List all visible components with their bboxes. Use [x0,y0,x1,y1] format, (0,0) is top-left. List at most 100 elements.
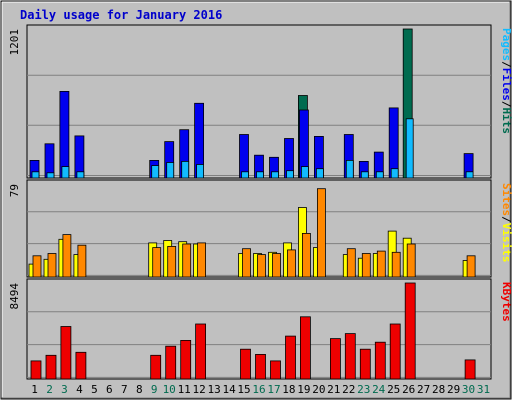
panel-kbytes: 8494 KBytes [8,278,512,380]
day-label-27: 27 [417,383,430,396]
day-label-17: 17 [267,383,280,396]
bar-pages-day-11 [181,160,190,179]
legend-entry-sites: Sites [500,183,512,216]
day-label-12: 12 [192,383,205,396]
bar-sites-day-12 [197,242,207,278]
bar-pages-day-9 [151,165,160,179]
bar-files-day-3 [59,91,70,179]
day-label-30: 30 [462,383,475,396]
bar-pages-day-20 [315,168,324,179]
bar-sites-day-9 [152,247,162,278]
day-label-21: 21 [327,383,340,396]
bar-kbytes-day-21 [329,338,341,380]
bar-sites-day-26 [406,243,416,278]
bar-kbytes-day-30 [464,359,476,380]
day-label-19: 19 [297,383,310,396]
day-label-9: 9 [151,383,158,396]
bar-kbytes-day-10 [165,345,177,380]
legend-entry-visits: Visits [500,223,512,263]
bar-sites-day-2 [47,253,57,278]
legend-entry-hits: Hits [500,108,512,135]
bar-pages-day-18 [286,170,294,179]
bar-sites-day-4 [77,244,87,278]
day-label-15: 15 [237,383,250,396]
legend-entry-pages: Pages [500,28,512,61]
bar-sites-day-24 [376,250,386,278]
panel-legend: Pages/Files/Hits [500,28,512,134]
day-label-29: 29 [447,383,460,396]
bar-kbytes-day-3 [60,326,72,380]
bar-kbytes-day-1 [30,360,42,380]
bar-pages-day-23 [360,171,369,179]
day-label-25: 25 [387,383,400,396]
panel-max-label: 79 [8,184,21,197]
bar-sites-day-17 [272,253,281,278]
bar-pages-day-17 [271,171,279,179]
bar-pages-day-10 [166,162,175,179]
bar-sites-day-18 [287,249,296,278]
day-label-3: 3 [61,383,68,396]
bar-sites-day-30 [466,255,476,278]
bar-kbytes-day-4 [75,351,87,380]
bar-pages-day-16 [256,171,264,179]
bar-pages-day-15 [241,171,249,179]
bar-sites-day-25 [391,251,401,278]
chart-title: Daily usage for January 2016 [20,8,222,22]
bar-kbytes-day-15 [240,348,251,380]
bar-sites-day-10 [167,245,177,278]
bar-sites-day-16 [257,254,266,278]
bar-kbytes-day-11 [180,339,192,380]
day-label-23: 23 [357,383,370,396]
panel-max-label: 1201 [8,29,21,56]
day-label-4: 4 [76,383,83,396]
bar-kbytes-day-17 [270,360,281,380]
bar-kbytes-day-25 [389,323,401,380]
legend-entry-separator: / [500,61,512,68]
bar-sites-day-1 [32,255,42,278]
day-label-11: 11 [178,383,191,396]
bar-sites-day-11 [182,243,192,278]
panel-legend: KBytes [500,282,512,322]
day-label-10: 10 [163,383,176,396]
bar-sites-day-22 [346,248,356,278]
day-label-2: 2 [46,383,53,396]
day-label-8: 8 [136,383,143,396]
bar-pages-day-25 [390,168,399,179]
bar-pages-day-12 [196,164,205,179]
bar-kbytes-day-22 [344,333,356,380]
bar-files-day-25 [388,107,399,179]
legend-entry-separator: / [500,101,512,108]
bar-pages-day-24 [375,171,384,179]
day-label-20: 20 [312,383,325,396]
bar-kbytes-day-16 [255,353,266,380]
day-labels-group: 1 2 3 4 5 6 7 8 9 10 11 12 13 14 15 16 17 18 19 20 21 22 23 24 2… [31,383,490,396]
day-label-5: 5 [91,383,98,396]
bar-sites-day-3 [62,234,72,278]
bar-kbytes-day-26 [404,282,416,380]
day-label-13: 13 [207,383,220,396]
bar-pages-day-3 [61,166,70,179]
bar-sites-day-23 [361,253,371,278]
bar-kbytes-day-19 [299,316,311,380]
day-label-6: 6 [106,383,113,396]
panel-pages-files-hits: 1201 Pages/Files/Hits [8,24,512,179]
bar-sites-day-19 [301,232,311,278]
bar-pages-day-2 [46,172,55,179]
bar-pages-day-26 [405,118,414,179]
bar-kbytes-day-2 [45,354,57,380]
day-label-7: 7 [121,383,128,396]
bar-kbytes-day-9 [150,354,162,380]
panel-max-label: 8494 [8,283,21,310]
legend-entry-separator: / [500,216,512,223]
panel-legend: Sites/Visits [500,183,512,263]
bar-sites-day-20 [316,188,326,278]
bar-kbytes-day-24 [374,341,386,380]
day-label-22: 22 [342,383,355,396]
day-label-24: 24 [372,383,386,396]
bar-pages-day-4 [76,171,85,179]
bar-pages-day-19 [300,166,309,179]
day-label-28: 28 [432,383,445,396]
